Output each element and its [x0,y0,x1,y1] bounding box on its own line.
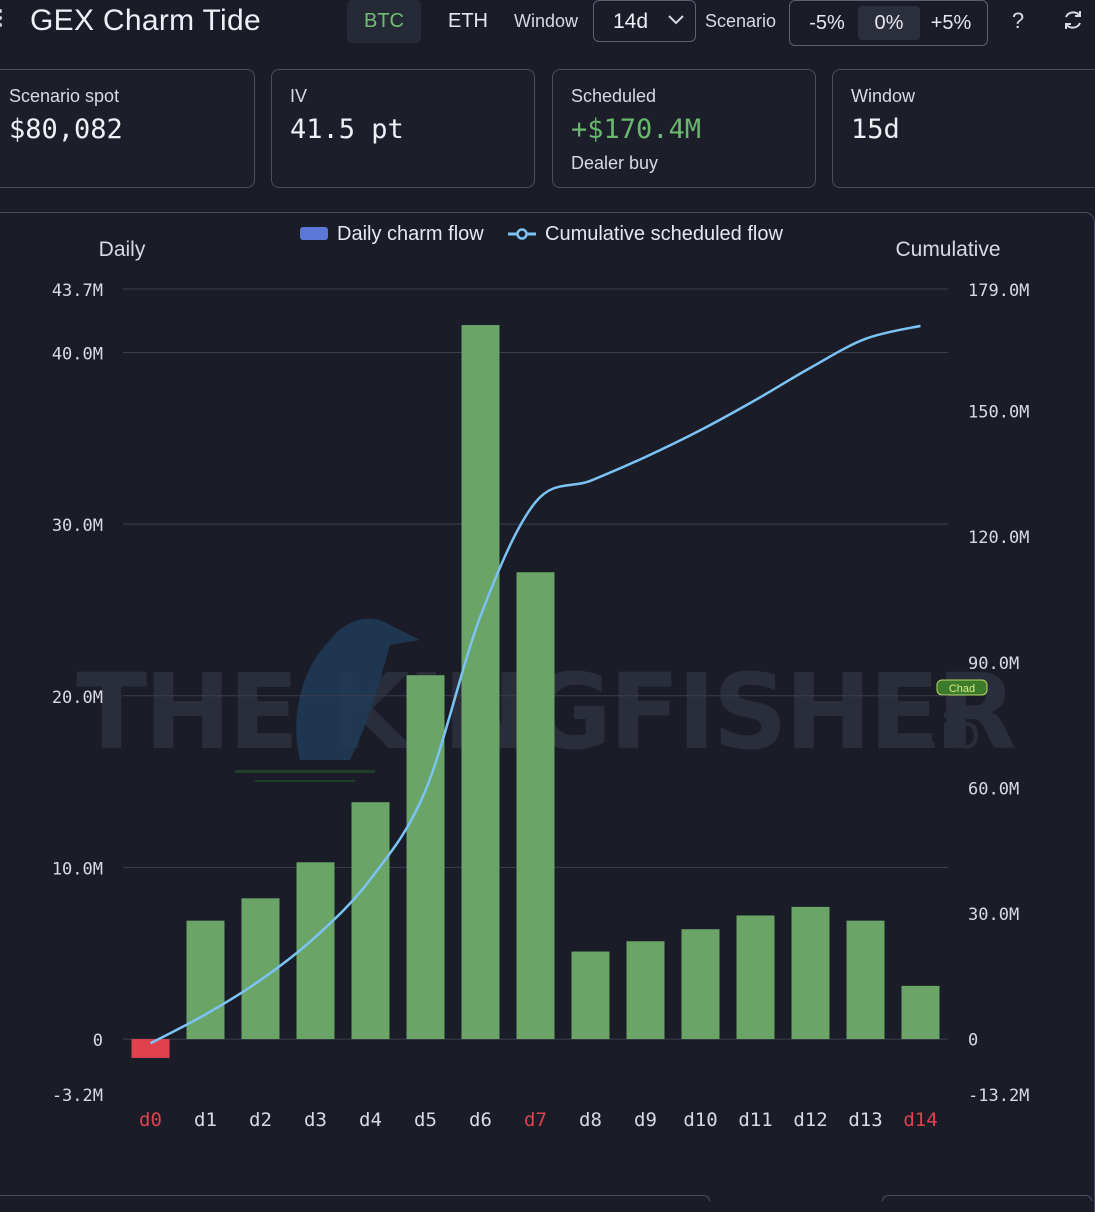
card-value: $80,082 [9,114,123,145]
bar-d7[interactable] [516,572,555,1040]
cumulative-flow-line[interactable] [149,324,921,1045]
window-label: Window [514,11,579,31]
left-axis-tick-label: 0 [93,1031,103,1051]
scheduled-card: Scheduled +$170.4M Dealer buy [552,69,816,188]
watermark-suffix: .io [925,705,981,759]
scenario-label: Scenario [705,11,777,31]
x-tick-label: d5 [414,1109,437,1131]
scenario-spot-card: Scenario spot $80,082 [0,69,255,188]
left-axis-tick-label: 43.7M [52,281,103,301]
bar-d12[interactable] [791,906,830,1040]
x-tick-label: d3 [304,1109,327,1131]
card-subtext: Dealer buy [571,153,659,173]
x-tick-label: d7 [524,1109,547,1131]
x-tick-label: d0 [139,1109,162,1131]
top-bar: GEX Charm Tide BTC ETH Window 14d Scenar… [0,0,1095,56]
card-value: 15d [851,114,900,145]
right-axis-tick-label: 60.0M [968,779,1019,799]
right-axis-tick-label: 30.0M [968,905,1019,925]
x-tick-label: d2 [249,1109,272,1131]
bar-d4[interactable] [351,802,390,1040]
right-axis-tick-label: 179.0M [968,281,1029,301]
right-axis-tick-label: 0 [968,1031,978,1051]
chevron-down-icon [668,15,684,25]
right-axis-tick-label: 120.0M [968,528,1029,548]
bar-d3[interactable] [296,862,335,1040]
app-title: GEX Charm Tide [30,4,261,37]
left-axis-tick-label: -3.2M [52,1086,103,1106]
window-select-value: 14d [613,10,649,33]
x-tick-label: d9 [634,1109,657,1131]
legend-cumulative-label[interactable]: Cumulative scheduled flow [545,223,783,245]
left-axis-tick-label: 40.0M [52,345,103,365]
x-tick-label: d8 [579,1109,602,1131]
next-panel-edge [0,1195,710,1201]
card-label: Scheduled [571,86,657,106]
line-layer [149,324,921,1045]
scenario-0-button[interactable]: 0% [858,6,920,40]
next-panel-edge [882,1195,1092,1201]
right-axis-tick-label: 150.0M [968,402,1029,422]
right-axis-tick-label: -13.2M [968,1086,1029,1106]
scenario-toggle-group: -5% 0% +5% [789,0,988,46]
left-axis-title: Daily [99,238,146,261]
card-label: Scenario spot [9,86,120,106]
bars-layer [131,325,940,1058]
x-tick-label: d12 [793,1109,827,1131]
bar-d5[interactable] [406,675,445,1040]
bar-d0[interactable] [131,1039,170,1058]
x-tick-label: d10 [683,1109,717,1131]
axis-layer: 43.7M 40.0M 30.0M 20.0M 10.0M 0 -3.2M 179.0M 150… [52,281,1030,1131]
asset-eth-button[interactable]: ETH [448,10,488,32]
right-axis-tick-label: 90.0M [968,654,1019,674]
left-axis-tick-label: 20.0M [52,688,103,708]
legend-line-marker [516,228,528,240]
bar-d13[interactable] [846,920,885,1040]
bar-d14[interactable] [901,985,940,1040]
bar-d11[interactable] [736,915,775,1040]
card-value: +$170.4M [571,114,702,145]
iv-card: IV 41.5 pt [271,69,535,188]
x-tick-label: d6 [469,1109,492,1131]
window-select[interactable]: 14d [593,0,696,42]
x-tick-label: d11 [738,1109,772,1131]
x-tick-label: d4 [359,1109,382,1131]
chad-tag-label: Chad [949,683,975,695]
chad-tag [936,679,988,696]
legend-daily-label[interactable]: Daily charm flow [337,223,484,245]
x-tick-label: d14 [903,1109,937,1131]
left-axis-tick-label: 30.0M [52,516,103,536]
card-label: IV [290,86,308,106]
menu-dots-icon[interactable] [0,6,6,34]
kingfisher-logo-icon [235,618,420,782]
bar-d2[interactable] [241,898,280,1040]
bar-d9[interactable] [626,941,665,1040]
right-axis-title: Cumulative [895,238,1000,261]
bar-d1[interactable] [186,920,225,1040]
window-card: Window 15d [832,69,1095,188]
chart-legend: Daily charm flow Cumulative scheduled fl… [300,223,783,245]
asset-btc-button[interactable]: BTC [347,0,421,43]
bar-d8[interactable] [571,951,610,1040]
scenario-plus5-button[interactable]: +5% [930,12,972,34]
bar-d6[interactable] [461,325,500,1040]
card-value: 41.5 pt [290,114,404,145]
help-button[interactable]: ? [1011,8,1025,33]
left-axis-tick-label: 10.0M [52,859,103,879]
legend-bar-swatch [300,227,328,240]
bar-d10[interactable] [681,929,720,1040]
scenario-minus5-button[interactable]: -5% [809,12,845,34]
refresh-icon[interactable] [1060,8,1086,34]
card-label: Window [851,86,916,106]
x-tick-label: d13 [848,1109,882,1131]
x-tick-label: d1 [194,1109,217,1131]
